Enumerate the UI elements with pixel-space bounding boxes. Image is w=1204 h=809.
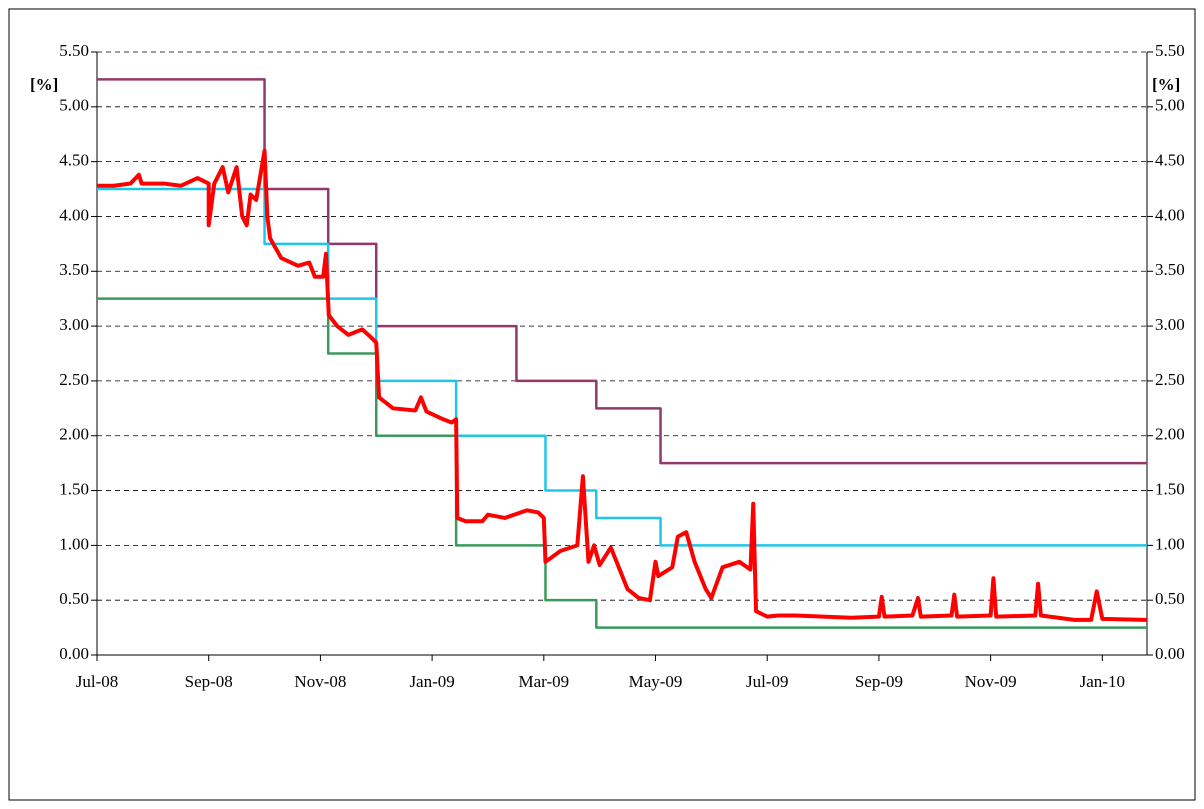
x-tick-label: Nov-09	[965, 672, 1017, 691]
x-tick-label: Jan-09	[409, 672, 454, 691]
y-tick-label: 4.00	[59, 205, 89, 224]
y2-tick-label: 4.00	[1155, 205, 1185, 224]
y-tick-label: 1.00	[59, 534, 89, 553]
x-tick-label: Jul-09	[746, 672, 789, 691]
x-tick-label: Jan-10	[1080, 672, 1125, 691]
y2-tick-label: 5.50	[1155, 41, 1185, 60]
y2-tick-label: 1.00	[1155, 534, 1185, 553]
x-tick-label: Sep-09	[855, 672, 903, 691]
y2-tick-label: 3.00	[1155, 315, 1185, 334]
y-axis-label: [%]	[30, 75, 58, 94]
frame	[8, 8, 1196, 801]
x-tick-label: Sep-08	[185, 672, 233, 691]
x-tick-label: May-09	[629, 672, 683, 691]
y2-tick-label: 4.50	[1155, 151, 1185, 170]
y2-axis-label: [%]	[1152, 75, 1180, 94]
y-tick-label: 2.50	[59, 370, 89, 389]
y-tick-label: 5.00	[59, 96, 89, 115]
series-line	[97, 78, 1147, 465]
y-tick-label: 0.50	[59, 589, 89, 608]
x-tick-label: Jul-08	[76, 672, 119, 691]
y-tick-label: 5.50	[59, 41, 89, 60]
y2-tick-label: 5.00	[1155, 96, 1185, 115]
y-tick-label: 3.50	[59, 260, 89, 279]
x-tick-label: Nov-08	[294, 672, 346, 691]
y-tick-label: 3.00	[59, 315, 89, 334]
y2-tick-label: 2.00	[1155, 425, 1185, 444]
y2-tick-label: 2.50	[1155, 370, 1185, 389]
y2-tick-label: 0.00	[1155, 644, 1185, 663]
series-line	[97, 148, 1148, 622]
y-tick-label: 4.50	[59, 151, 89, 170]
x-tick-label: Mar-09	[518, 672, 569, 691]
y-tick-label: 2.00	[59, 425, 89, 444]
y-tick-label: 1.50	[59, 479, 89, 498]
series-line	[97, 187, 1147, 547]
y-tick-label: 0.00	[59, 644, 89, 663]
y2-tick-label: 3.50	[1155, 260, 1185, 279]
y2-tick-label: 1.50	[1155, 479, 1185, 498]
y2-tick-label: 0.50	[1155, 589, 1185, 608]
